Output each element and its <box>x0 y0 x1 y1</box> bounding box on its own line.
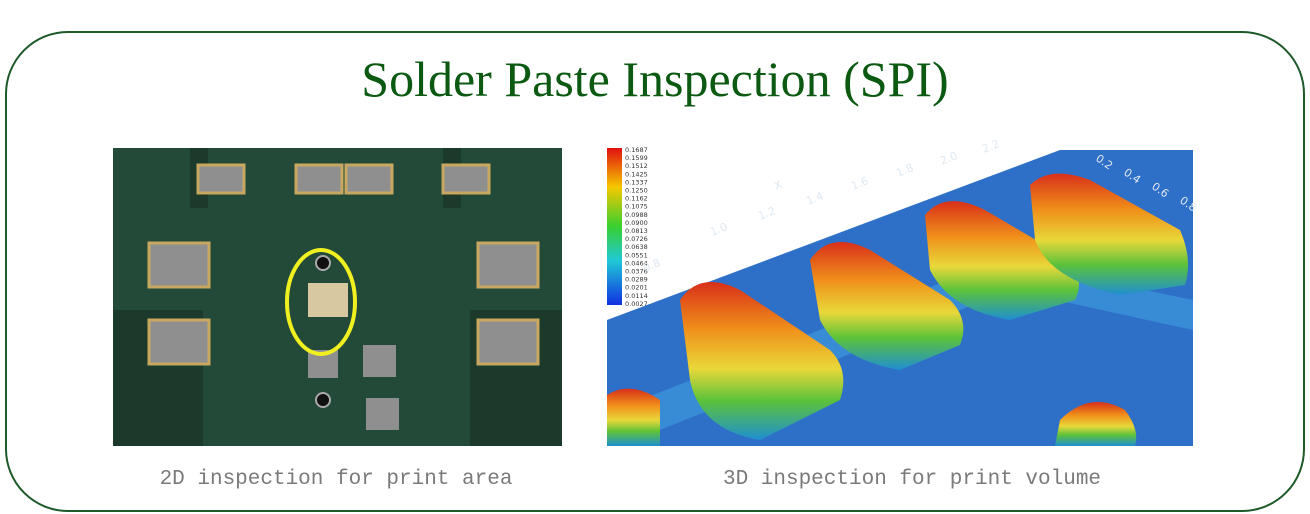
paste-deposit <box>925 201 1079 320</box>
scale-label: 0.0551 <box>625 251 648 259</box>
x-tick-label: 1.8 <box>894 161 915 180</box>
frame <box>5 31 1305 512</box>
scale-label: 0.1425 <box>625 170 648 178</box>
scale-label: 0.0900 <box>625 219 648 227</box>
caption: 2D inspection for print area <box>160 468 513 491</box>
scale-label: 0.1337 <box>625 178 648 186</box>
scale-label: 0.0638 <box>625 243 648 251</box>
caption: 3D inspection for print volume <box>723 468 1101 491</box>
via <box>315 392 331 408</box>
color-scale <box>607 148 622 305</box>
pad <box>196 163 246 195</box>
scale-label: 0.1512 <box>625 162 648 170</box>
scale-label: 0.0988 <box>625 211 648 219</box>
pad <box>363 345 396 377</box>
paste-deposit <box>680 282 844 440</box>
pad <box>294 163 344 195</box>
scale-label: 0.0114 <box>625 292 648 300</box>
title: Solder Paste Inspection (SPI) <box>361 51 948 107</box>
scale-label: 0.1687 <box>625 146 648 154</box>
x-tick-label: 1.6 <box>849 174 870 193</box>
pad <box>476 318 540 366</box>
scale-label: 0.0201 <box>625 284 648 292</box>
scale-label: 0.1075 <box>625 203 648 211</box>
x-tick-label: 0.8 <box>641 256 662 275</box>
pcb-photo <box>113 148 562 446</box>
scale-label: 0.0726 <box>625 235 648 243</box>
scale-label: 0.0289 <box>625 276 648 284</box>
scale-label: 0.0376 <box>625 268 648 276</box>
pad <box>366 398 399 430</box>
inspected-pad <box>308 283 348 317</box>
spi-3d-image: 0.16870.15990.15120.14250.13370.12500.11… <box>607 137 1199 446</box>
x-tick-label: 1.4 <box>804 189 825 208</box>
pad <box>147 241 211 289</box>
pad <box>147 318 211 366</box>
pad <box>476 241 540 289</box>
paste-deposit <box>810 242 964 370</box>
highlight-ring <box>285 248 357 356</box>
via <box>315 255 331 271</box>
pad <box>344 163 394 195</box>
scale-label: 0.0464 <box>625 259 648 267</box>
x-tick-label: 2.2 <box>980 137 1001 156</box>
paste-deposit <box>607 388 660 446</box>
x-tick-label: 1.0 <box>708 220 729 239</box>
scale-label: 0.0813 <box>625 227 648 235</box>
scale-label: 0.1599 <box>625 154 648 162</box>
scale-label: 0.1162 <box>625 195 648 203</box>
paste-deposit <box>1055 402 1137 446</box>
pad <box>441 163 491 195</box>
scale-label: 0.0027 <box>625 300 648 308</box>
x-tick-label: 2.0 <box>938 149 959 168</box>
paste-deposit <box>1030 173 1189 295</box>
x-tick-label: 1.2 <box>756 204 777 223</box>
scale-label: 0.1250 <box>625 187 648 195</box>
